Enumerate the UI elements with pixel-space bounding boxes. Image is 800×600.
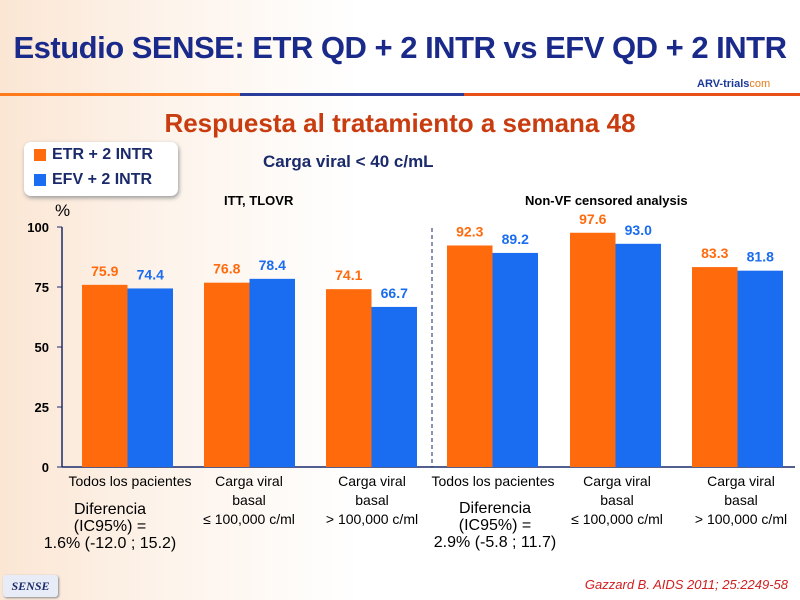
bar-etr (326, 289, 372, 467)
legend-item-etr: ETR + 2 INTR (24, 142, 178, 167)
difference-nonvf: Diferencia (IC95%) = 2.9% (-5.8 ; 11.7) (405, 500, 585, 551)
x-label-line: Carga viral (338, 473, 406, 489)
data-label: 66.7 (381, 285, 408, 301)
legend-label-etr: ETR + 2 INTR (52, 145, 153, 163)
bar-etr (204, 282, 250, 467)
x-label-line: basal (355, 492, 389, 508)
bar-etr (570, 232, 616, 467)
x-category-label: Carga viral basal ≤ 100,000 c/ml (179, 472, 319, 529)
x-label-line: basal (232, 492, 266, 508)
legend-item-efv: EFV + 2 INTR (24, 167, 178, 192)
x-category-label: Todos los pacientes (60, 472, 200, 491)
data-label: 97.6 (579, 211, 606, 227)
bar-etr (82, 284, 128, 467)
diff-line: (IC95%) = (458, 517, 532, 534)
x-label-line: ≤ 100,000 c/ml (203, 511, 295, 527)
legend: ETR + 2 INTR EFV + 2 INTR (24, 142, 178, 196)
x-label-line: ≤ 100,000 c/ml (571, 511, 663, 527)
diff-line: (IC95%) = (73, 518, 147, 535)
logo-suffix: com (749, 78, 771, 90)
x-label-line: basal (600, 492, 634, 508)
x-label-line: Todos los pacientes (68, 473, 192, 489)
x-label-line: > 100,000 c/ml (694, 511, 788, 527)
x-label-line: basal (724, 492, 758, 508)
section-label-itt: ITT, TLOVR (224, 193, 294, 208)
diff-line: 2.9% (-5.8 ; 11.7) (433, 534, 557, 551)
citation: Gazzard B. AIDS 2011; 25:2249-58 (584, 577, 788, 592)
data-label: 93.0 (625, 222, 652, 238)
x-label-line: Carga viral (707, 473, 775, 489)
bar-efv (127, 288, 173, 467)
data-label: 74.1 (335, 267, 362, 283)
y-tick-label: 50 (35, 340, 49, 355)
arv-trials-logo: ARV-trialscom (697, 78, 770, 90)
bar-efv (371, 306, 417, 467)
header-divider (0, 93, 800, 96)
section-label-nonvf: Non-VF censored analysis (525, 193, 688, 208)
bar-efv (737, 270, 783, 467)
x-label-line: Todos los pacientes (431, 473, 555, 489)
diff-line: 1.6% (-12.0 ; 15.2) (43, 535, 177, 552)
y-tick-label: 75 (35, 280, 49, 295)
sense-badge: SENSE (3, 575, 58, 597)
x-category-label: Carga viral basal > 100,000 c/ml (302, 472, 442, 529)
x-category-label: Carga viral basal > 100,000 c/ml (671, 472, 800, 529)
data-label: 76.8 (213, 261, 240, 277)
x-label-line: > 100,000 c/ml (325, 511, 419, 527)
bar-etr (447, 245, 493, 467)
data-label: 81.8 (747, 249, 774, 265)
diff-line: Diferencia (73, 501, 147, 518)
legend-label-efv: EFV + 2 INTR (52, 170, 153, 188)
difference-itt: Diferencia (IC95%) = 1.6% (-12.0 ; 15.2) (20, 501, 200, 552)
data-label: 92.3 (456, 223, 483, 239)
bar-etr (692, 267, 738, 467)
logo-main: ARV-trials (697, 78, 750, 90)
viral-load-label: Carga viral < 40 c/mL (263, 152, 434, 171)
x-category-label: Todos los pacientes (423, 472, 563, 491)
slide-title: Estudio SENSE: ETR QD + 2 INTR vs EFV QD… (13, 30, 787, 65)
y-tick-label: 25 (35, 400, 49, 415)
data-label: 83.3 (701, 245, 728, 261)
bar-efv (615, 243, 661, 467)
y-tick-label: 0 (42, 460, 49, 475)
legend-swatch-etr (34, 148, 46, 161)
y-axis-label: % (55, 201, 71, 220)
y-tick-label: 100 (27, 220, 49, 235)
diff-line: Diferencia (458, 500, 532, 517)
legend-swatch-efv (34, 173, 46, 186)
data-label: 78.4 (259, 257, 286, 273)
slide-subtitle: Respuesta al tratamiento a semana 48 (164, 108, 636, 138)
data-label: 74.4 (137, 266, 164, 282)
data-label: 89.2 (502, 231, 529, 247)
x-category-label: Carga viral basal ≤ 100,000 c/ml (547, 472, 687, 529)
x-label-line: Carga viral (583, 473, 651, 489)
bar-efv (249, 278, 295, 467)
x-label-line: Carga viral (215, 473, 283, 489)
bar-efv (492, 252, 538, 467)
data-label: 75.9 (91, 263, 118, 279)
